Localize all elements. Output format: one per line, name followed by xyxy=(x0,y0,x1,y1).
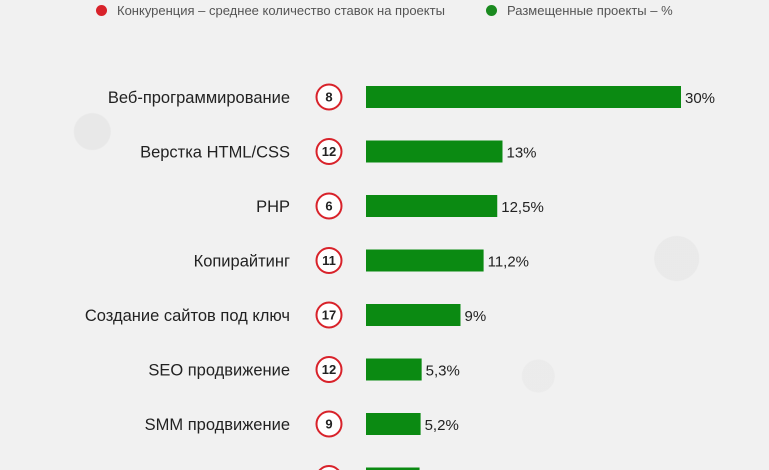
bar xyxy=(366,249,484,272)
bid-count-label: 11 xyxy=(322,253,336,268)
bid-count-label: 12 xyxy=(322,362,336,377)
value-label: 5,2% xyxy=(425,417,459,434)
bid-count-label: 6 xyxy=(325,199,332,214)
bar xyxy=(366,467,420,470)
legend-red-dot-icon xyxy=(96,5,107,16)
bar xyxy=(366,304,461,326)
bid-count-label: 9 xyxy=(325,417,332,432)
chart-row: Создание сайтов под ключ 17 9% xyxy=(85,301,487,329)
value-label: 9% xyxy=(465,308,487,325)
chart-row: Верстка HTML/CSS 12 13% xyxy=(140,138,537,165)
bar xyxy=(366,195,498,217)
bid-count-circle xyxy=(315,192,343,220)
category-label: Верстка HTML/CSS xyxy=(140,144,290,162)
category-label: SMM продвижение xyxy=(145,416,290,434)
chart-row: Веб-программирование 8 30% xyxy=(108,83,715,111)
chart-row: PHP 6 12,5% xyxy=(256,192,544,220)
bid-count-circle xyxy=(315,83,343,111)
legend-item-competition: Конкуренция – среднее количество ставок … xyxy=(96,3,445,18)
bid-count-circle xyxy=(315,138,343,165)
legend-label-projects: Размещенные проекты – % xyxy=(507,3,673,18)
bid-count-circle xyxy=(318,465,340,470)
chart-row: SMM продвижение 9 5,2% xyxy=(145,410,459,438)
bar xyxy=(366,358,422,381)
bid-count-circle xyxy=(315,301,343,329)
category-label: PHP xyxy=(256,198,290,216)
bar xyxy=(366,413,421,435)
category-label: Веб-программирование xyxy=(108,89,290,107)
chart-row: SEO продвижение 12 5,3% xyxy=(148,356,460,383)
value-label: 30% xyxy=(685,90,715,107)
bid-count-circle xyxy=(315,247,343,274)
bar xyxy=(366,86,681,108)
legend-label-competition: Конкуренция – среднее количество ставок … xyxy=(117,3,445,18)
bid-count-circle xyxy=(315,356,343,383)
value-label: 13% xyxy=(507,145,537,162)
bid-count-label: 12 xyxy=(322,144,336,159)
value-label: 5,3% xyxy=(426,363,460,380)
legend-green-dot-icon xyxy=(486,5,497,16)
category-label: Создание сайтов под ключ xyxy=(85,307,290,325)
bid-count-label: 8 xyxy=(325,90,332,105)
bar xyxy=(366,140,503,163)
category-label: SEO продвижение xyxy=(148,362,290,380)
bid-count-circle xyxy=(315,410,343,438)
legend-item-projects: Размещенные проекты – % xyxy=(486,3,673,18)
legend: Конкуренция – среднее количество ставок … xyxy=(0,0,769,24)
chart-row: Копирайтинг 11 11,2% xyxy=(194,247,529,274)
value-label: 11,2% xyxy=(488,254,529,271)
chart-row: Установка и настройка CMS10 xyxy=(318,465,420,470)
value-label: 12,5% xyxy=(501,199,544,216)
bid-count-label: 17 xyxy=(322,308,336,323)
category-label: Копирайтинг xyxy=(194,253,290,271)
